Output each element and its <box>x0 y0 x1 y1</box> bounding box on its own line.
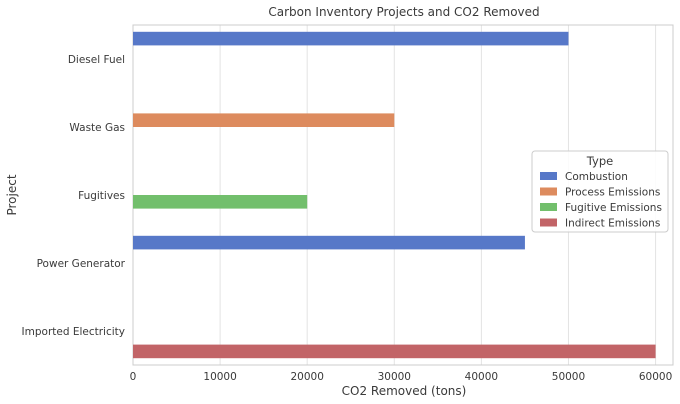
legend-swatch <box>540 203 557 211</box>
legend: Type Combustion Process Emissions Fugitive… <box>531 150 669 233</box>
legend-label: Indirect Emissions <box>565 218 660 230</box>
bars <box>133 31 656 359</box>
legend-swatch <box>540 187 557 196</box>
x-tick-label: 0 <box>130 371 137 383</box>
x-tick-label: 10000 <box>203 371 236 383</box>
y-tick-label: Power Generator <box>37 258 126 270</box>
legend-swatch <box>540 218 557 227</box>
legend-label: Process Emissions <box>565 187 660 199</box>
x-tick-labels: 0 10000 20000 30000 40000 50000 60000 <box>130 371 673 383</box>
x-tick-label: 60000 <box>639 371 672 383</box>
y-axis-title: Project <box>5 174 19 215</box>
y-tick-label: Diesel Fuel <box>68 54 125 66</box>
y-tick-labels: Diesel Fuel Waste Gas Fugitives Power Gener… <box>22 54 126 338</box>
bar-power-generator <box>133 235 525 250</box>
bar-imported-electricity <box>133 344 656 359</box>
legend-box <box>531 150 669 233</box>
legend-items: Combustion Process Emissions Fugitive Emis… <box>540 171 662 230</box>
bar-diesel-fuel <box>133 31 569 46</box>
bar-fugitives <box>133 195 308 209</box>
legend-title: Type <box>586 154 613 168</box>
x-tick-label: 40000 <box>465 371 498 383</box>
x-tick-label: 50000 <box>552 371 585 383</box>
y-tick-label: Imported Electricity <box>22 326 125 338</box>
legend-label: Combustion <box>565 171 628 183</box>
chart-title: Carbon Inventory Projects and CO2 Remove… <box>268 5 539 19</box>
x-tick-label: 30000 <box>378 371 411 383</box>
legend-label: Fugitive Emissions <box>565 202 662 214</box>
legend-swatch <box>540 172 557 180</box>
y-tick-label: Fugitives <box>78 190 125 202</box>
x-tick-label: 20000 <box>290 371 323 383</box>
x-axis-title: CO2 Removed (tons) <box>342 384 467 398</box>
bar-waste-gas <box>133 113 395 127</box>
y-tick-label: Waste Gas <box>69 122 125 134</box>
